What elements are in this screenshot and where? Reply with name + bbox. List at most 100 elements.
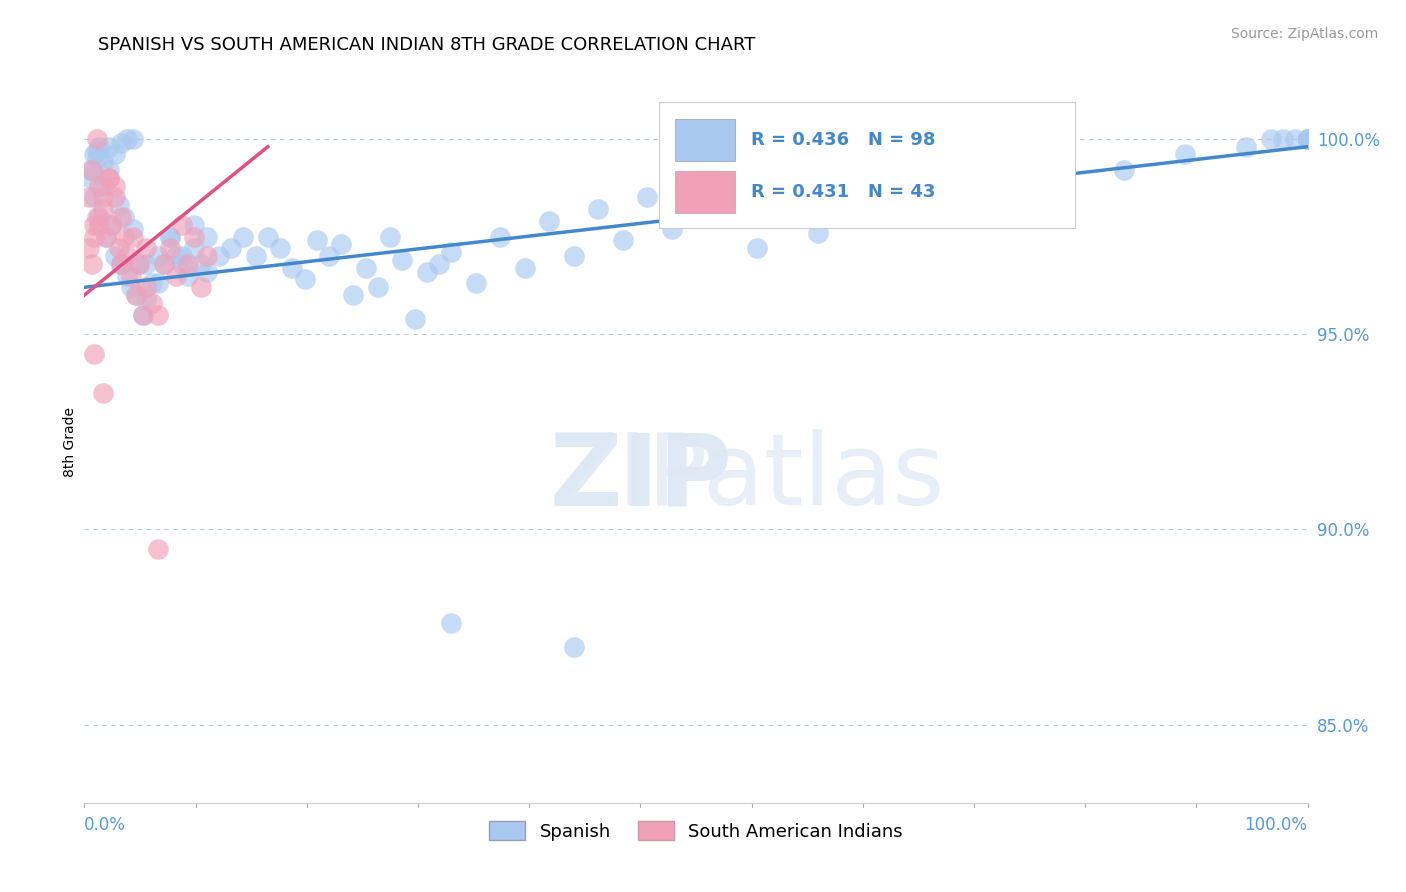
Point bbox=[586, 202, 609, 216]
Point bbox=[636, 190, 658, 204]
Point bbox=[991, 155, 1014, 169]
Point bbox=[146, 541, 169, 556]
Point bbox=[86, 132, 108, 146]
Point bbox=[195, 265, 218, 279]
Point bbox=[330, 237, 353, 252]
Point bbox=[86, 144, 108, 158]
Point bbox=[783, 194, 806, 209]
Point bbox=[91, 155, 114, 169]
Point bbox=[104, 190, 127, 204]
Point bbox=[208, 249, 231, 263]
Point bbox=[77, 190, 100, 204]
Point bbox=[112, 210, 135, 224]
Point bbox=[122, 221, 145, 235]
Point bbox=[110, 257, 132, 271]
Point bbox=[97, 139, 120, 153]
Point bbox=[104, 147, 127, 161]
Point bbox=[354, 260, 377, 275]
Point bbox=[269, 241, 291, 255]
Point bbox=[79, 163, 101, 178]
Point bbox=[1052, 178, 1074, 193]
Point bbox=[80, 257, 103, 271]
Point bbox=[100, 218, 122, 232]
Point bbox=[232, 229, 254, 244]
Point bbox=[86, 210, 108, 224]
Point bbox=[83, 147, 105, 161]
Point bbox=[177, 257, 200, 271]
Point bbox=[489, 229, 512, 244]
Point bbox=[141, 277, 163, 291]
Point bbox=[1296, 132, 1319, 146]
Point bbox=[146, 308, 169, 322]
Text: 0.0%: 0.0% bbox=[84, 816, 127, 834]
Point bbox=[125, 288, 148, 302]
Point bbox=[318, 249, 340, 263]
Point bbox=[97, 163, 120, 178]
Legend: Spanish, South American Indians: Spanish, South American Indians bbox=[482, 814, 910, 848]
Point bbox=[97, 170, 120, 185]
Point bbox=[112, 229, 135, 244]
Point bbox=[128, 257, 150, 271]
Point bbox=[132, 308, 155, 322]
Point bbox=[747, 241, 769, 255]
Point bbox=[177, 268, 200, 283]
Point bbox=[464, 277, 486, 291]
Point bbox=[79, 170, 101, 185]
Point bbox=[146, 249, 169, 263]
Point bbox=[612, 234, 634, 248]
Point bbox=[1236, 139, 1258, 153]
Point bbox=[122, 229, 145, 244]
Point bbox=[538, 214, 561, 228]
Text: ZIP: ZIP bbox=[550, 429, 733, 526]
Point bbox=[87, 218, 110, 232]
Point bbox=[305, 234, 328, 248]
Point bbox=[104, 249, 127, 263]
Point bbox=[562, 249, 585, 263]
FancyBboxPatch shape bbox=[675, 119, 735, 161]
Point bbox=[342, 288, 364, 302]
Point bbox=[183, 218, 205, 232]
Point bbox=[100, 218, 122, 232]
Point bbox=[869, 178, 891, 193]
Point bbox=[141, 296, 163, 310]
Point bbox=[159, 241, 181, 255]
Point bbox=[107, 241, 129, 255]
Point bbox=[125, 288, 148, 302]
Point bbox=[172, 249, 194, 263]
Point bbox=[380, 229, 402, 244]
Point bbox=[1296, 132, 1319, 146]
Point bbox=[132, 308, 155, 322]
Point bbox=[80, 163, 103, 178]
Point bbox=[91, 385, 114, 400]
Point bbox=[87, 139, 110, 153]
Point bbox=[104, 178, 127, 193]
Point bbox=[195, 249, 218, 263]
Point bbox=[115, 249, 138, 263]
Point bbox=[1296, 132, 1319, 146]
Point bbox=[135, 280, 157, 294]
Point bbox=[135, 292, 157, 306]
Point bbox=[83, 190, 105, 204]
Point bbox=[122, 132, 145, 146]
Point bbox=[440, 616, 463, 631]
Point bbox=[87, 178, 110, 193]
Point bbox=[110, 136, 132, 150]
Point bbox=[294, 272, 316, 286]
Point bbox=[1260, 132, 1282, 146]
Point bbox=[96, 229, 118, 244]
Point bbox=[416, 265, 439, 279]
Point bbox=[91, 190, 114, 204]
Point bbox=[135, 257, 157, 271]
Point bbox=[83, 346, 105, 360]
Point bbox=[685, 178, 707, 193]
Point bbox=[281, 260, 304, 275]
Y-axis label: 8th Grade: 8th Grade bbox=[63, 407, 77, 476]
Point bbox=[172, 218, 194, 232]
FancyBboxPatch shape bbox=[675, 170, 735, 213]
Point bbox=[86, 152, 108, 166]
Point bbox=[83, 229, 105, 244]
Point bbox=[440, 245, 463, 260]
Point bbox=[1174, 147, 1197, 161]
Point bbox=[159, 229, 181, 244]
Point bbox=[807, 226, 830, 240]
